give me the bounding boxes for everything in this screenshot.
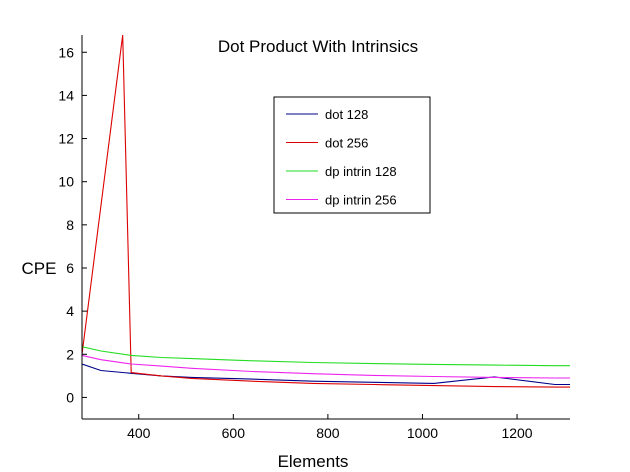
x-tick-label: 800 [316,425,340,441]
y-tick-label: 0 [66,389,74,405]
ticks-layer: 0 2 4 6 8 10 12 14 16 400 600 800 1000 1200 [58,44,532,441]
plot-area [82,35,570,419]
legend-label: dp intrin 256 [325,193,397,208]
chart-title: Dot Product With Intrinsics [218,37,418,56]
x-tick-label: 600 [222,425,246,441]
y-tick-label: 10 [58,174,74,190]
y-axis-title: CPE [22,259,57,278]
series-layer [82,35,570,388]
y-tick-label: 4 [66,303,74,319]
x-tick-label: 1200 [501,425,532,441]
y-tick-label: 16 [58,44,74,60]
series-line-4 [82,354,570,379]
legend: dot 128 dot 256 dp intrin 128 dp intrin 256 [273,96,431,214]
x-tick-label: 400 [127,425,151,441]
y-tick-label: 14 [58,87,74,103]
legend-box [273,96,431,214]
y-tick-label: 8 [66,217,74,233]
series-line-2 [82,35,570,388]
legend-label: dot 128 [325,107,368,122]
legend-label: dp intrin 128 [325,164,397,179]
x-tick-label: 1000 [407,425,438,441]
series-line-1 [82,363,570,386]
y-tick-label: 6 [66,260,74,276]
y-tick-label: 12 [58,131,74,147]
series-line-3 [82,346,570,367]
axes-layer [81,35,570,420]
y-tick-label: 2 [66,346,74,362]
x-axis-title: Elements [278,452,349,471]
legend-label: dot 256 [325,136,368,151]
